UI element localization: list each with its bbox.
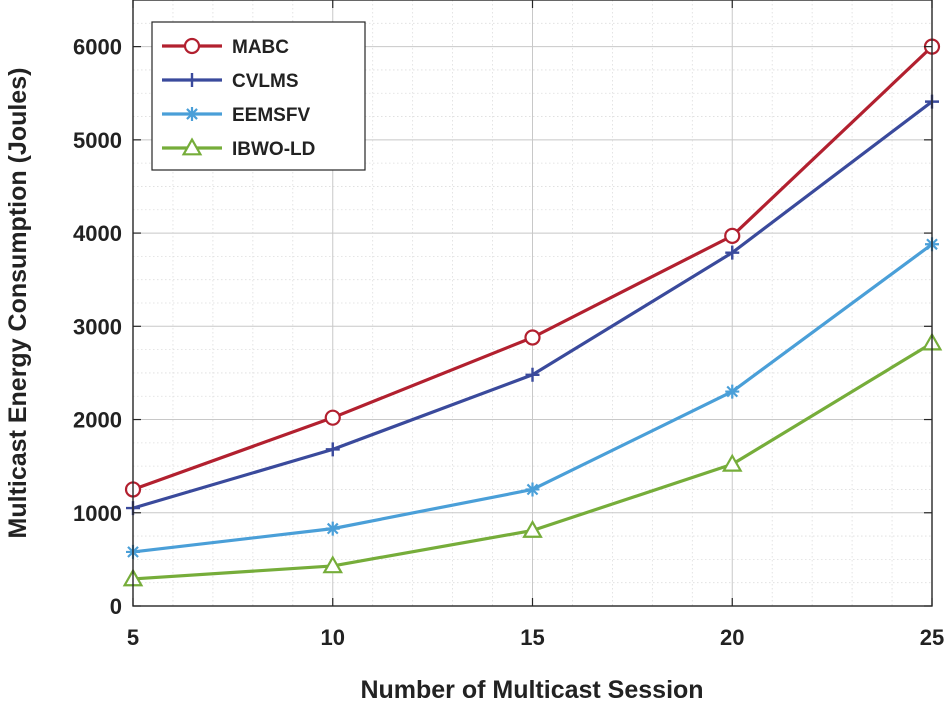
data-point-mabc (524, 329, 541, 346)
x-tick-label: 25 (920, 625, 944, 650)
y-tick-label: 5000 (73, 128, 122, 153)
x-axis-ticks: 5 10 15 20 25 (127, 0, 944, 650)
legend-label-cvlms: CVLMS (232, 71, 299, 92)
data-point-eemsfv (325, 521, 340, 536)
legend-label-ibwo-ld: IBWO-LD (232, 139, 315, 160)
x-tick-label: 15 (520, 625, 544, 650)
y-tick-label: 1000 (73, 501, 122, 526)
data-point-ibwo-ld (322, 555, 344, 574)
y-tick-label: 6000 (73, 35, 122, 60)
x-tick-label: 10 (321, 625, 345, 650)
data-point-cvlms (325, 442, 340, 457)
data-point-ibwo-ld (522, 519, 543, 538)
data-point-eemsfv (525, 482, 540, 497)
x-tick-label: 5 (127, 625, 139, 650)
legend-marker-eemsfv (185, 107, 199, 121)
y-axis-ticks: 0 1000 2000 3000 4000 5000 6000 (73, 35, 932, 619)
data-point-mabc (724, 227, 741, 244)
legend-label-eemsfv: EEMSFV (232, 105, 310, 126)
legend-marker-mabc (183, 37, 201, 55)
x-axis-title: Number of Multicast Session (360, 676, 703, 704)
data-point-cvlms (725, 245, 740, 260)
legend-marker-ibwo-ld (181, 137, 203, 156)
series-layer (122, 38, 943, 587)
data-point-cvlms (525, 367, 540, 382)
y-tick-label: 4000 (73, 221, 122, 246)
data-point-ibwo-ld (721, 453, 743, 472)
legend-marker-cvlms (185, 73, 199, 87)
x-tick-label: 20 (720, 625, 744, 650)
y-tick-label: 2000 (73, 408, 122, 433)
data-point-mabc (324, 409, 341, 426)
legend-label-mabc: MABC (232, 37, 289, 58)
y-axis-title: Multicast Energy Consumption (Joules) (4, 68, 32, 539)
y-tick-label: 0 (110, 594, 122, 619)
legend: MABC CVLMS EEMSFV IBWO-LD (151, 21, 366, 171)
y-tick-label: 3000 (73, 314, 122, 339)
data-point-eemsfv (725, 384, 740, 399)
